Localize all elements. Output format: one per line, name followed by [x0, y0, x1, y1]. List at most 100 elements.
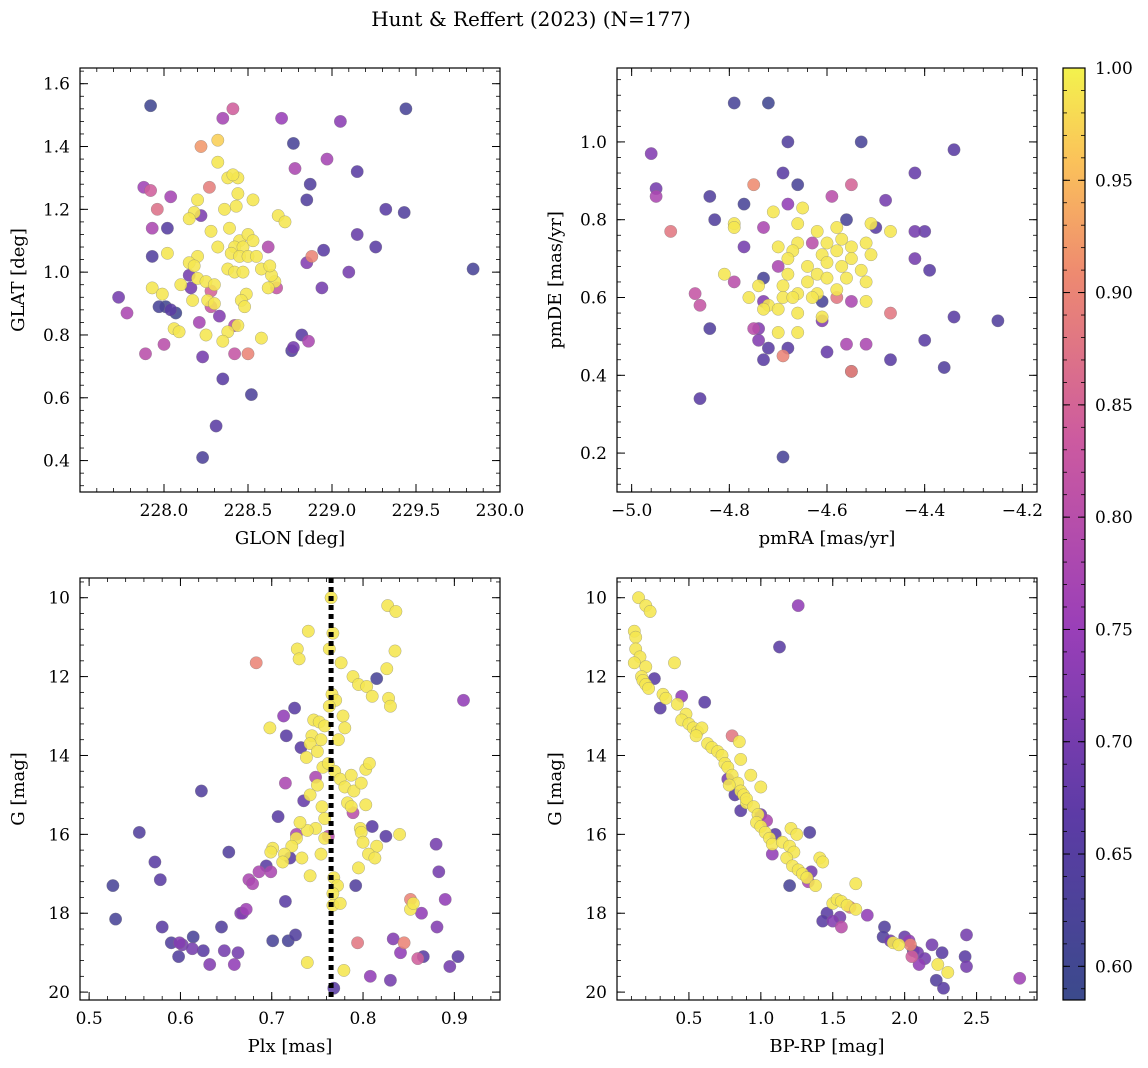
data-point: [204, 224, 218, 238]
y-tick-label: 16: [48, 825, 70, 845]
data-point: [820, 271, 834, 285]
data-point: [438, 892, 452, 906]
data-point: [145, 249, 159, 263]
data-point: [908, 166, 922, 180]
data-point: [803, 825, 817, 839]
data-point: [947, 143, 961, 157]
data-point: [106, 879, 120, 893]
y-tick-label: 20: [48, 983, 70, 1003]
data-point: [196, 944, 210, 958]
data-point: [365, 820, 379, 833]
data-point: [840, 213, 853, 227]
data-point: [246, 193, 260, 207]
y-axis-label: pmDE [mas/yr]: [545, 211, 566, 349]
data-point: [830, 244, 844, 258]
y-tick-label: 0.6: [43, 389, 70, 409]
data-point: [288, 162, 302, 175]
data-point: [703, 322, 717, 336]
y-axis-label: G [mag]: [545, 752, 566, 825]
data-point: [239, 902, 253, 916]
data-point: [791, 217, 805, 231]
x-tick-label: −4.6: [806, 501, 847, 521]
x-tick-label: 229.0: [308, 501, 357, 521]
colorbar-tick-label: 0.95: [1095, 171, 1133, 191]
data-point: [722, 778, 736, 792]
data-point: [781, 135, 795, 149]
panel-glon-glat: 228.0 228.5 229.0 229.5 230.0 0.4 0.6 0.8 1.0 1.2…: [8, 67, 524, 549]
data-point: [303, 788, 317, 802]
data-point: [352, 861, 365, 875]
data-point: [689, 729, 703, 743]
x-tick-label: 0.9: [441, 1009, 468, 1029]
data-point: [840, 271, 853, 285]
x-tick-label: 0.5: [76, 1009, 103, 1029]
points-group: [644, 96, 1005, 464]
data-point: [139, 347, 152, 361]
data-point: [1013, 971, 1027, 985]
axes-frame: [616, 577, 1038, 1001]
x-tick-label: 1.5: [819, 1009, 846, 1029]
data-point: [218, 202, 231, 216]
data-point: [120, 306, 134, 320]
x-tick-label: −5.0: [611, 501, 652, 521]
data-point: [844, 178, 858, 192]
data-point: [457, 693, 470, 707]
x-tick-label: 1.0: [747, 1009, 774, 1029]
data-point: [451, 950, 465, 964]
data-point: [443, 960, 457, 973]
x-axis-label: pmRA [mas/yr]: [759, 528, 896, 549]
data-point: [937, 361, 951, 374]
data-point: [791, 306, 805, 320]
data-point: [884, 353, 897, 367]
x-tick-label: 2.0: [891, 1009, 918, 1029]
data-point: [771, 302, 785, 316]
data-point: [717, 267, 731, 281]
data-point: [840, 337, 853, 351]
x-axis-label: BP-RP [mag]: [769, 1036, 884, 1057]
data-point: [664, 224, 678, 238]
data-point: [202, 180, 216, 194]
data-point: [261, 281, 275, 295]
data-point: [199, 328, 213, 342]
data-point: [279, 729, 293, 743]
x-tick-label: −4.2: [1002, 501, 1043, 521]
data-point: [186, 293, 200, 307]
data-point: [191, 193, 205, 207]
data-point: [145, 221, 159, 235]
data-point: [747, 322, 761, 336]
data-point: [350, 228, 364, 241]
colorbar-tick-label: 1.00: [1095, 59, 1133, 79]
data-point: [238, 300, 252, 314]
data-point: [925, 938, 939, 952]
data-point: [196, 350, 210, 364]
data-point: [211, 133, 225, 147]
data-point: [336, 709, 350, 723]
data-point: [830, 283, 844, 297]
data-point: [216, 111, 230, 125]
y-tick-label: 1.4: [43, 138, 70, 158]
data-point: [864, 248, 878, 262]
data-point: [791, 599, 805, 613]
data-point: [360, 680, 374, 693]
data-point: [810, 224, 824, 238]
data-point: [301, 624, 315, 638]
colorbar-gradient: [1062, 67, 1086, 1001]
data-point: [734, 752, 748, 766]
data-point: [643, 605, 657, 618]
data-point: [752, 279, 766, 293]
data-point: [314, 733, 328, 747]
data-point: [884, 306, 897, 320]
data-point: [263, 259, 277, 273]
data-point: [305, 249, 319, 263]
data-point: [737, 197, 751, 211]
y-tick-label: 0.4: [580, 366, 607, 386]
y-tick-label: 0.8: [580, 211, 607, 231]
data-point: [216, 334, 230, 348]
data-point: [781, 197, 795, 211]
data-point: [801, 259, 814, 273]
data-point: [991, 314, 1005, 328]
data-point: [737, 240, 751, 254]
data-point: [742, 291, 756, 304]
data-point: [286, 136, 300, 150]
